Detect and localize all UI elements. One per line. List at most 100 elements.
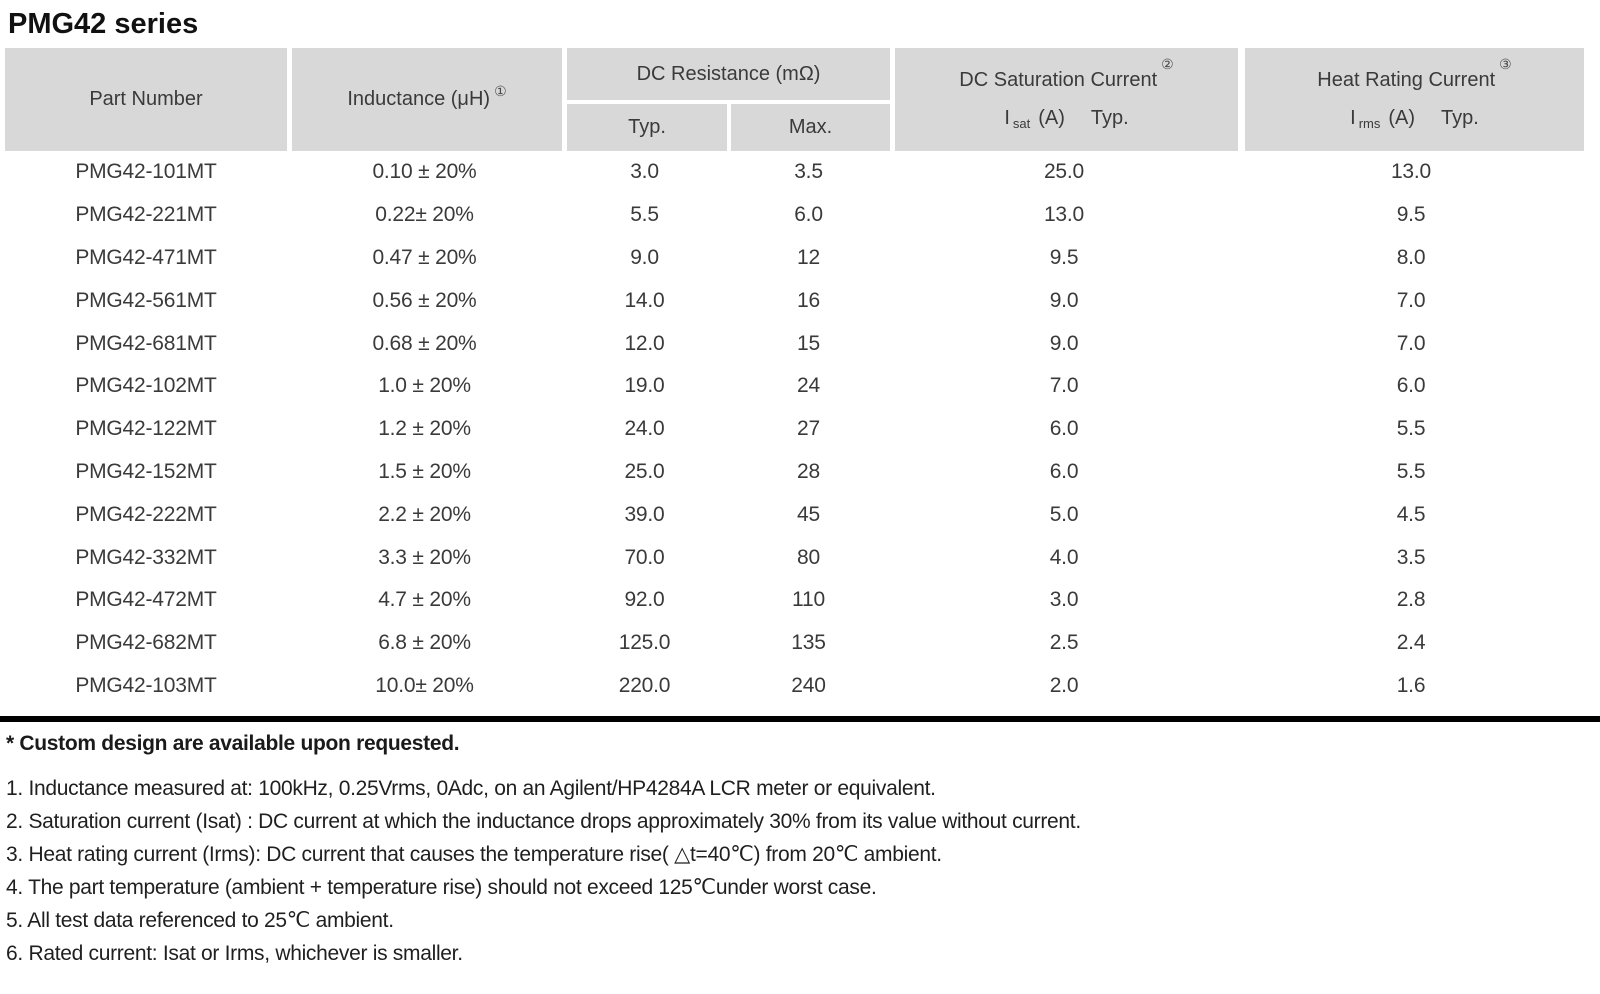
cell-part-number: PMG42-102MT (75, 374, 217, 398)
cell-inductance: 0.56 ± 20% (372, 288, 477, 312)
cell-dcr-typ: 9.0 (630, 245, 659, 269)
cell-dcr-max: 6.0 (794, 203, 823, 227)
cell-dcr-max: 15 (797, 331, 820, 355)
cell-irms-typ: 1.6 (1396, 673, 1426, 697)
cell-isat-typ: 2.5 (1049, 631, 1079, 655)
cell-inductance: 2.2 ± 20% (378, 502, 471, 526)
cell-part-number: PMG42-681MT (75, 331, 217, 355)
cell-dcr-typ: 24.0 (624, 417, 665, 441)
cell-irms-typ: 5.5 (1396, 417, 1426, 441)
header-part-number: Part Number (5, 48, 287, 151)
cell-isat-typ: 2.0 (1049, 673, 1079, 697)
footnote-4: 4. The part temperature (ambient + tempe… (6, 876, 877, 900)
isat-symbol-base: I (1004, 107, 1010, 129)
cell-dcr-max: 80 (797, 545, 820, 569)
cell-irms-typ: 2.8 (1396, 588, 1426, 612)
footnote-3: 3. Heat rating current (Irms): DC curren… (6, 843, 942, 867)
note-ref-2-icon: ② (1161, 56, 1174, 73)
cell-dcr-typ: 12.0 (624, 331, 665, 355)
spec-table: Part Number Inductance (μH) ① DC Resista… (5, 48, 1584, 707)
cell-part-number: PMG42-222MT (75, 502, 217, 526)
cell-irms-typ: 2.4 (1396, 631, 1426, 655)
cell-irms-typ: 4.5 (1396, 502, 1426, 526)
irms-unit: (A) (1388, 107, 1416, 129)
cell-irms-typ: 7.0 (1396, 331, 1426, 355)
irms-symbol-sub: rms (1358, 116, 1381, 131)
cell-dcr-max: 16 (797, 288, 820, 312)
header-saturation-stack: DC Saturation Current② I sat (A) Typ. (959, 57, 1173, 131)
cell-irms-typ: 6.0 (1396, 374, 1426, 398)
cell-irms-typ: 5.5 (1396, 459, 1426, 483)
table-header: Part Number Inductance (μH) ① DC Resista… (5, 48, 1584, 151)
header-saturation-symbol: I sat (A) Typ. (1004, 107, 1129, 131)
cell-irms-typ: 7.0 (1396, 288, 1426, 312)
header-dcr-max-label: Max. (788, 116, 833, 138)
cell-isat-typ: 5.0 (1049, 502, 1079, 526)
cell-inductance: 3.3 ± 20% (378, 545, 471, 569)
cell-part-number: PMG42-472MT (75, 588, 217, 612)
cell-irms-typ: 3.5 (1396, 545, 1426, 569)
custom-design-note: * Custom design are available upon reque… (6, 732, 460, 756)
cell-dcr-typ: 39.0 (624, 502, 665, 526)
cell-inductance: 1.5 ± 20% (378, 459, 471, 483)
cell-irms-typ: 9.5 (1396, 203, 1426, 227)
cell-dcr-typ: 220.0 (618, 673, 671, 697)
footnote-2: 2. Saturation current (Isat) : DC curren… (6, 810, 1081, 834)
header-heat-label: Heat Rating Current (1317, 69, 1496, 91)
header-heat-symbol: I rms (A) Typ. (1350, 107, 1479, 131)
cell-inductance: 1.2 ± 20% (378, 417, 471, 441)
irms-symbol-base: I (1350, 107, 1356, 129)
cell-dcr-max: 110 (792, 588, 825, 612)
cell-part-number: PMG42-471MT (75, 245, 217, 269)
cell-isat-typ: 4.0 (1049, 545, 1079, 569)
header-saturation-title: DC Saturation Current② (959, 57, 1173, 92)
header-part-number-label: Part Number (89, 88, 203, 110)
cell-part-number: PMG42-101MT (75, 160, 217, 184)
header-inductance-label: Inductance (μH) (347, 88, 491, 110)
cell-isat-typ: 9.0 (1049, 288, 1079, 312)
cell-part-number: PMG42-561MT (75, 288, 217, 312)
cell-dcr-max: 24 (797, 374, 820, 398)
cell-dcr-max: 27 (797, 417, 820, 441)
footnote-1: 1. Inductance measured at: 100kHz, 0.25V… (6, 777, 936, 801)
cell-inductance: 10.0± 20% (375, 673, 474, 697)
table-body: PMG42-101MT 0.10 ± 20% 3.0 3.5 25.0 13.0… (5, 151, 1584, 707)
isat-typ-label: Typ. (1090, 107, 1129, 129)
cell-dcr-max: 135 (791, 631, 826, 655)
header-dcr-typ-label: Typ. (628, 116, 666, 138)
cell-part-number: PMG42-152MT (75, 459, 217, 483)
header-saturation-label: DC Saturation Current (959, 69, 1158, 91)
isat-symbol-sub: sat (1012, 116, 1031, 131)
cell-dcr-typ: 19.0 (624, 374, 665, 398)
footnotes-list: 1. Inductance measured at: 100kHz, 0.25V… (6, 772, 1600, 970)
cell-part-number: PMG42-122MT (75, 417, 217, 441)
datasheet-page: { "page": { "title": "PMG42 series" }, "… (0, 8, 1600, 994)
header-inductance: Inductance (μH) ① (287, 48, 562, 151)
cell-isat-typ: 3.0 (1049, 588, 1079, 612)
table-bottom-rule (0, 716, 1600, 723)
cell-isat-typ: 9.5 (1049, 245, 1079, 269)
cell-part-number: PMG42-103MT (75, 673, 217, 697)
cell-inductance: 0.10 ± 20% (372, 160, 477, 184)
header-heat-stack: Heat Rating Current③ I rms (A) Typ. (1317, 57, 1511, 131)
header-dc-resistance-label: DC Resistance (mΩ) (636, 62, 821, 85)
cell-inductance: 0.22± 20% (375, 203, 474, 227)
cell-inductance: 0.68 ± 20% (372, 331, 477, 355)
cell-inductance: 1.0 ± 20% (378, 374, 471, 398)
header-saturation-current: DC Saturation Current② I sat (A) Typ. (890, 48, 1238, 151)
cell-dcr-max: 45 (797, 502, 820, 526)
cell-irms-typ: 13.0 (1390, 160, 1432, 184)
cell-part-number: PMG42-221MT (75, 203, 217, 227)
note-ref-3-icon: ③ (1499, 56, 1512, 73)
header-dc-resistance: DC Resistance (mΩ) (562, 48, 890, 100)
header-dcr-typ: Typ. (562, 100, 727, 151)
header-dcr-max: Max. (727, 100, 890, 151)
cell-dcr-max: 12 (797, 245, 820, 269)
cell-part-number: PMG42-682MT (75, 631, 217, 655)
footnote-5: 5. All test data referenced to 25℃ ambie… (6, 909, 394, 933)
cell-dcr-typ: 92.0 (624, 588, 665, 612)
cell-dcr-typ: 70.0 (624, 545, 665, 569)
cell-isat-typ: 6.0 (1049, 459, 1079, 483)
cell-dcr-max: 3.5 (794, 160, 823, 184)
isat-unit: (A) (1038, 107, 1065, 129)
